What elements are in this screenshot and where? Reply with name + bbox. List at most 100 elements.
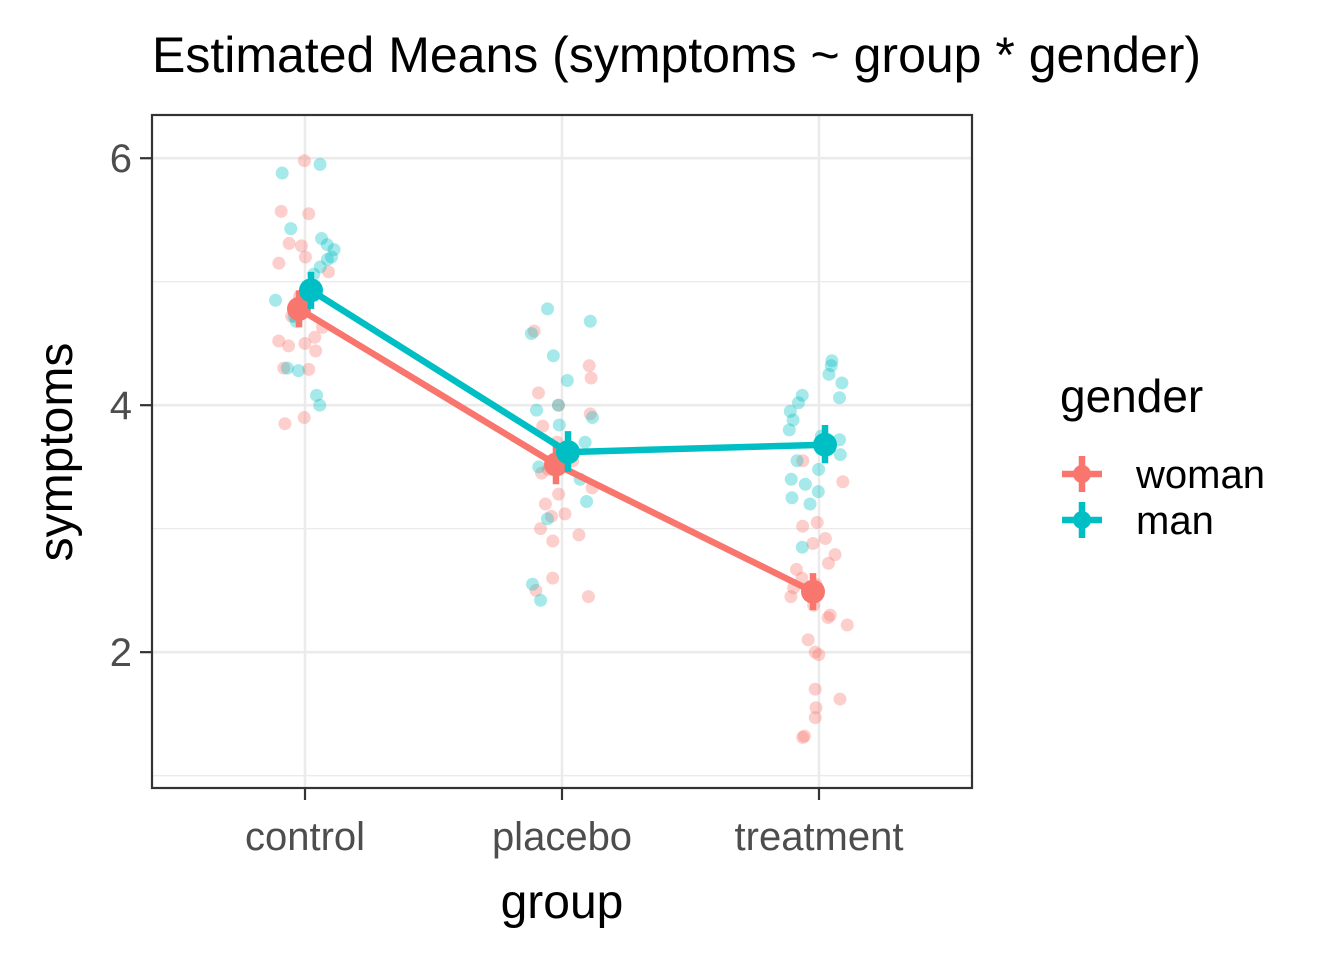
raw-data-point <box>302 362 316 376</box>
y-tick-label: 6 <box>110 137 132 181</box>
raw-data-point <box>812 648 826 662</box>
series-line-man <box>309 287 826 456</box>
raw-data-point <box>583 407 597 421</box>
raw-data-point <box>823 608 837 622</box>
raw-data-point <box>297 411 311 425</box>
raw-data-point <box>535 466 549 480</box>
raw-data-point <box>583 314 597 328</box>
raw-data-point <box>313 260 327 274</box>
raw-data-point <box>822 367 836 381</box>
raw-data-point <box>821 611 835 625</box>
raw-data-point <box>315 231 329 245</box>
raw-data-point <box>578 435 592 449</box>
raw-data-point <box>272 256 286 270</box>
raw-data-point <box>824 359 838 373</box>
x-tick-label: treatment <box>735 815 904 859</box>
raw-data-point <box>552 398 566 412</box>
raw-data-point <box>812 462 826 476</box>
raw-data-point <box>828 548 842 562</box>
raw-data-point <box>534 522 548 536</box>
raw-data-point <box>324 250 338 264</box>
legend-item-woman: woman <box>1062 453 1265 497</box>
raw-data-point <box>524 327 538 341</box>
raw-data-point <box>785 491 799 505</box>
raw-data-point <box>808 645 822 659</box>
raw-data-point <box>268 293 282 307</box>
raw-data-point <box>291 364 305 378</box>
legend-label: woman <box>1135 453 1265 497</box>
raw-data-point <box>546 349 560 363</box>
legend-label: man <box>1136 499 1214 543</box>
x-axis-title: group <box>501 876 624 929</box>
raw-data-point <box>833 692 847 706</box>
raw-data-point <box>783 404 797 418</box>
raw-data-point <box>298 250 312 264</box>
raw-data-point <box>795 540 809 554</box>
raw-data-point <box>327 243 341 257</box>
raw-data-point <box>309 344 323 358</box>
raw-data-point <box>808 682 822 696</box>
raw-data-point <box>308 330 322 344</box>
raw-data-point <box>551 398 565 412</box>
raw-data-point <box>544 509 558 523</box>
raw-data-point <box>560 373 574 387</box>
raw-data-point <box>284 222 298 236</box>
raw-data-point <box>297 154 311 168</box>
panel-border <box>150 113 974 790</box>
raw-data-point <box>310 388 324 402</box>
raw-data-point <box>795 388 809 402</box>
raw-data-point <box>532 460 546 474</box>
raw-data-point <box>527 324 541 338</box>
raw-data-point <box>833 448 847 462</box>
raw-data-point <box>803 497 817 511</box>
raw-data-point <box>836 475 850 489</box>
raw-data-point <box>282 236 296 250</box>
raw-data-point <box>784 590 798 604</box>
raw-data-point <box>806 536 820 550</box>
raw-data-point <box>321 265 335 279</box>
y-axis-title: symptoms <box>30 343 83 562</box>
raw-data-point <box>277 361 291 375</box>
raw-data-point <box>536 419 550 433</box>
raw-data-point <box>580 495 594 509</box>
raw-data-point <box>282 339 296 353</box>
raw-data-point <box>298 336 312 350</box>
legend-key-point <box>1073 465 1091 483</box>
raw-data-point <box>796 519 810 533</box>
raw-data-point <box>790 454 804 468</box>
raw-data-point <box>791 396 805 410</box>
raw-data-point <box>825 354 839 368</box>
raw-data-point <box>540 512 554 526</box>
raw-data-point <box>313 157 327 171</box>
raw-data-point <box>786 413 800 427</box>
raw-data-point <box>798 477 812 491</box>
raw-data-point <box>541 302 555 316</box>
raw-data-point <box>789 562 803 576</box>
legend-key-point <box>1073 511 1091 529</box>
plot-panel: 2 4 6 control placebo treatment <box>110 113 974 859</box>
raw-data-point <box>818 532 832 546</box>
mean-point <box>287 296 311 321</box>
raw-data-point <box>581 590 595 604</box>
raw-data-point <box>294 239 308 253</box>
raw-data-point <box>320 238 334 252</box>
raw-data-point <box>546 534 560 548</box>
mean-point <box>556 440 580 465</box>
raw-data-point <box>584 371 598 385</box>
raw-data-point <box>272 334 286 348</box>
raw-data-point <box>811 485 825 499</box>
legend-title: gender <box>1060 370 1203 422</box>
raw-data-point <box>530 403 544 417</box>
raw-data-point <box>821 556 835 570</box>
raw-data-point <box>572 528 586 542</box>
raw-data-point <box>538 497 552 511</box>
raw-data-point <box>531 386 545 400</box>
raw-data-point <box>558 507 572 521</box>
chart-title: Estimated Means (symptoms ~ group * gend… <box>152 27 1201 83</box>
raw-data-point <box>796 730 810 744</box>
raw-data-point <box>840 618 854 632</box>
x-tick-label: placebo <box>492 815 632 859</box>
raw-data-point <box>809 701 823 715</box>
